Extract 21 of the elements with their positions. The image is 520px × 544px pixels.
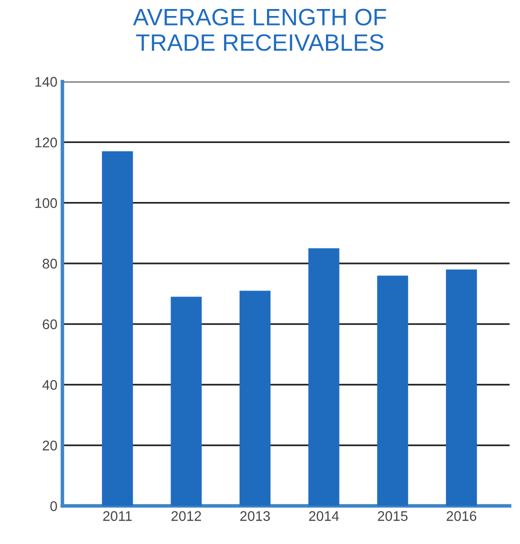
bar [240, 290, 271, 506]
bar [446, 270, 477, 506]
x-tick-label: 2015 [378, 511, 408, 521]
x-tick-label: 2013 [240, 511, 270, 521]
bar [308, 248, 340, 506]
y-tick-label: 120 [35, 138, 57, 148]
x-tick-label: 2016 [446, 511, 476, 521]
x-tick-label: 2014 [309, 511, 339, 521]
bar [170, 296, 202, 506]
y-tick-label: 0 [50, 501, 57, 512]
x-tick-label: 2011 [103, 511, 132, 521]
bar [377, 276, 408, 506]
y-tick-label: 140 [35, 76, 57, 87]
y-tick-label: 100 [35, 198, 57, 208]
y-tick-label: 40 [42, 380, 57, 390]
y-tick-label: 60 [42, 319, 57, 330]
y-tick-label: 80 [42, 258, 57, 269]
bar [102, 151, 133, 506]
y-tick-label: 20 [42, 440, 57, 450]
chart-title: AVERAGE LENGTH OF TRADE RECEIVABLES [133, 8, 386, 51]
x-tick-label: 2012 [171, 511, 201, 521]
